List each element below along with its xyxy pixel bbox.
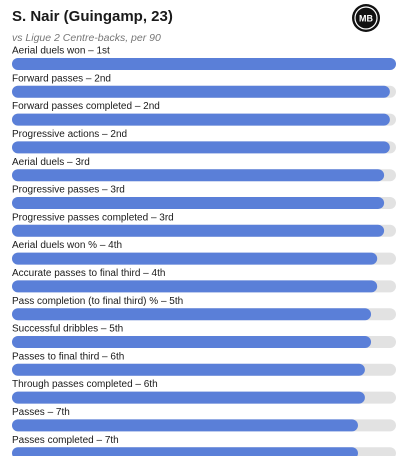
bar xyxy=(12,113,390,126)
bar xyxy=(12,308,372,321)
logo-text: MB xyxy=(359,13,373,23)
bar-label: Pass completion (to final third) % – 5th xyxy=(12,296,183,307)
bar xyxy=(12,336,372,348)
bar xyxy=(12,419,358,432)
bar xyxy=(12,85,390,98)
bar-label: Aerial duels won % – 4th xyxy=(12,240,122,251)
bar xyxy=(12,252,378,265)
bar xyxy=(12,224,385,237)
logo-ring xyxy=(354,6,378,30)
bar-label: Accurate passes to final third – 4th xyxy=(12,268,165,279)
bar-label: Progressive passes – 3rd xyxy=(12,185,125,196)
bar xyxy=(12,280,378,293)
bar xyxy=(12,363,365,376)
bar-label: Forward passes – 2nd xyxy=(12,73,111,84)
bar xyxy=(12,447,358,456)
bar-label: Passes to final third – 6th xyxy=(12,351,124,362)
bar-label: Successful dribbles – 5th xyxy=(12,324,123,335)
bar xyxy=(12,197,385,209)
bar xyxy=(12,58,396,70)
chart-subtitle: vs Ligue 2 Centre-backs, per 90 xyxy=(12,32,161,44)
bar-label: Forward passes completed – 2nd xyxy=(12,101,160,112)
bar xyxy=(12,169,385,182)
bar xyxy=(12,141,390,154)
bar-label: Progressive passes completed – 3rd xyxy=(12,212,174,223)
logo-circle xyxy=(352,4,380,32)
bar-label: Passes completed – 7th xyxy=(12,435,119,446)
bar-label: Passes – 7th xyxy=(12,407,70,418)
chart-title: S. Nair (Guingamp, 23) xyxy=(12,8,173,25)
bar-label: Progressive actions – 2nd xyxy=(12,129,127,140)
bar-label: Aerial duels won – 1st xyxy=(12,46,110,57)
bar-label: Aerial duels – 3rd xyxy=(12,157,90,168)
bar-label: Through passes completed – 6th xyxy=(12,379,158,390)
bar xyxy=(12,391,365,404)
